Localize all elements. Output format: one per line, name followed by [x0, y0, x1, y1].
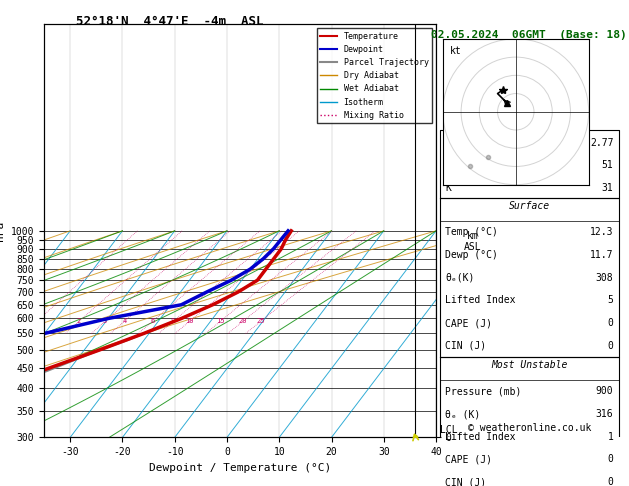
Text: CIN (J): CIN (J): [445, 477, 486, 486]
Text: 12.3: 12.3: [590, 227, 613, 237]
Text: Surface: Surface: [509, 201, 550, 211]
Text: Lifted Index: Lifted Index: [445, 295, 516, 306]
X-axis label: Dewpoint / Temperature (°C): Dewpoint / Temperature (°C): [149, 463, 331, 473]
Text: 2: 2: [77, 318, 81, 324]
Text: 3: 3: [103, 318, 108, 324]
Text: 51: 51: [601, 160, 613, 170]
Text: 4: 4: [122, 318, 126, 324]
Text: CIN (J): CIN (J): [445, 341, 486, 351]
Text: 6: 6: [150, 318, 155, 324]
Y-axis label: km
ASL: km ASL: [464, 231, 481, 252]
Legend: Temperature, Dewpoint, Parcel Trajectory, Dry Adiabat, Wet Adiabat, Isotherm, Mi: Temperature, Dewpoint, Parcel Trajectory…: [317, 29, 432, 123]
Text: 5: 5: [608, 295, 613, 306]
Text: kt: kt: [450, 46, 462, 56]
Text: Lifted Index: Lifted Index: [445, 432, 516, 442]
Text: 2.77: 2.77: [590, 138, 613, 148]
Text: 15: 15: [216, 318, 225, 324]
Text: 0: 0: [608, 318, 613, 328]
Text: 20: 20: [238, 318, 247, 324]
Text: © weatheronline.co.uk: © weatheronline.co.uk: [468, 423, 591, 434]
Text: 0: 0: [608, 341, 613, 351]
Text: 308: 308: [596, 273, 613, 283]
Text: CAPE (J): CAPE (J): [445, 454, 493, 465]
Text: LCL: LCL: [440, 425, 457, 435]
Text: 0: 0: [608, 477, 613, 486]
Text: θₑ (K): θₑ (K): [445, 409, 481, 419]
Text: 02.05.2024  06GMT  (Base: 18): 02.05.2024 06GMT (Base: 18): [431, 31, 627, 40]
Text: PW (cm): PW (cm): [445, 138, 486, 148]
Text: 31: 31: [601, 183, 613, 193]
Text: 316: 316: [596, 409, 613, 419]
Text: CAPE (J): CAPE (J): [445, 318, 493, 328]
Text: K: K: [445, 183, 451, 193]
Text: 0: 0: [608, 454, 613, 465]
Text: Totals Totals: Totals Totals: [445, 160, 521, 170]
Text: 11.7: 11.7: [590, 250, 613, 260]
Text: Dewp (°C): Dewp (°C): [445, 250, 498, 260]
Text: Most Unstable: Most Unstable: [491, 360, 567, 370]
Text: 25: 25: [257, 318, 265, 324]
Text: 8: 8: [171, 318, 175, 324]
Text: 1: 1: [608, 432, 613, 442]
Text: θₑ(K): θₑ(K): [445, 273, 475, 283]
Text: 900: 900: [596, 386, 613, 397]
Text: Pressure (mb): Pressure (mb): [445, 386, 521, 397]
Text: 52°18'N  4°47'E  -4m  ASL: 52°18'N 4°47'E -4m ASL: [76, 15, 264, 28]
Text: 10: 10: [186, 318, 194, 324]
Text: Temp (°C): Temp (°C): [445, 227, 498, 237]
Y-axis label: hPa: hPa: [0, 221, 5, 241]
